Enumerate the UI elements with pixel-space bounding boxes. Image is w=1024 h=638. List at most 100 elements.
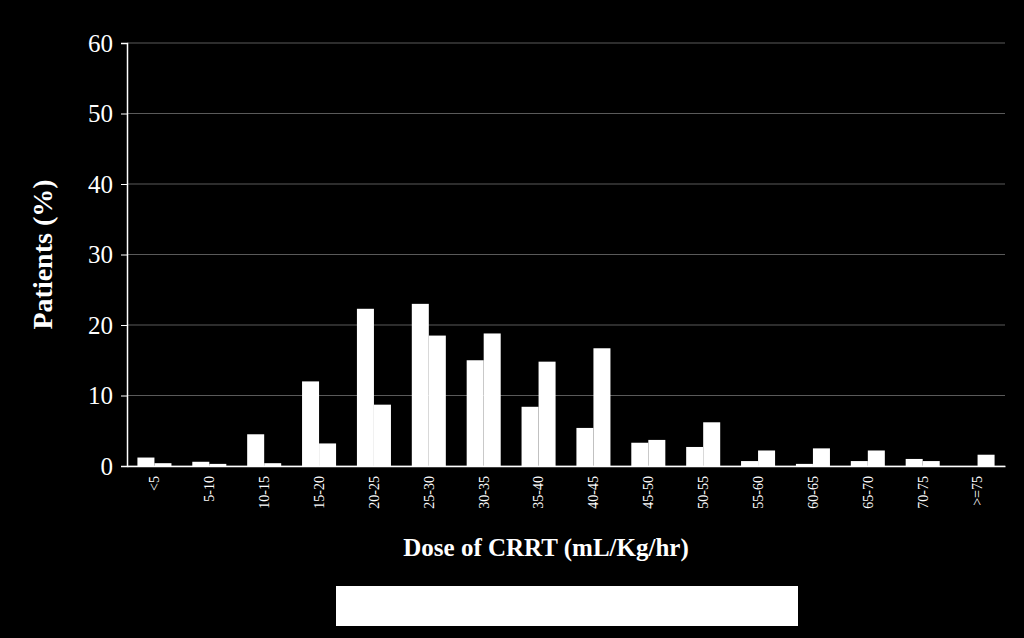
tick-label: 35-40 bbox=[531, 476, 546, 509]
tick-mark bbox=[121, 114, 127, 115]
tick-mark bbox=[121, 325, 127, 326]
y-axis: 0 10 20 30 40 50 60 bbox=[88, 30, 128, 480]
bar bbox=[758, 450, 775, 466]
tick: 55-60 bbox=[751, 466, 766, 509]
bar bbox=[429, 336, 446, 466]
bar bbox=[593, 348, 610, 466]
tick-mark bbox=[121, 184, 127, 185]
bar bbox=[209, 464, 226, 466]
tick: 70-75 bbox=[916, 466, 931, 509]
tick-mark bbox=[121, 396, 127, 397]
tick: 35-40 bbox=[531, 466, 546, 509]
tick: >=75 bbox=[970, 466, 985, 506]
bar bbox=[703, 422, 720, 466]
series bbox=[137, 304, 922, 466]
tick-label: 5-10 bbox=[202, 476, 217, 502]
bar bbox=[192, 462, 209, 466]
y-axis-title: Patients (%) bbox=[27, 179, 58, 329]
grid-line bbox=[127, 184, 1005, 185]
bar bbox=[302, 381, 319, 466]
tick: 10 bbox=[88, 382, 127, 409]
bar bbox=[484, 333, 501, 466]
bar bbox=[539, 362, 556, 466]
bar bbox=[137, 458, 154, 466]
axis-line bbox=[128, 466, 1006, 468]
tick: 30-35 bbox=[477, 466, 492, 509]
x-axis-title: Dose of CRRT (mL/Kg/hr) bbox=[403, 534, 688, 562]
bar bbox=[796, 464, 813, 466]
bar bbox=[813, 448, 830, 466]
grid bbox=[127, 43, 1005, 466]
tick: 50 bbox=[88, 100, 127, 127]
tick: 60 bbox=[88, 30, 127, 57]
bars bbox=[137, 304, 994, 466]
bar bbox=[357, 309, 374, 466]
bar bbox=[247, 434, 264, 466]
bar bbox=[851, 461, 868, 466]
bar bbox=[686, 447, 703, 466]
tick-label: 40 bbox=[88, 171, 113, 198]
tick-label: 60-65 bbox=[806, 476, 821, 509]
tick: 10-15 bbox=[257, 466, 272, 509]
bar bbox=[264, 463, 281, 466]
bar bbox=[923, 461, 940, 466]
bar bbox=[631, 443, 648, 466]
bar bbox=[978, 455, 995, 466]
bar bbox=[319, 443, 336, 466]
bar bbox=[741, 461, 758, 466]
tick: 15-20 bbox=[312, 466, 327, 509]
axis-line bbox=[121, 44, 128, 467]
tick: 25-30 bbox=[422, 466, 437, 509]
tick-label: 0 bbox=[101, 453, 114, 480]
tick-label: 30 bbox=[88, 241, 113, 268]
grid-line bbox=[127, 113, 1005, 114]
tick: 20-25 bbox=[367, 466, 382, 509]
grid-line bbox=[127, 395, 1005, 396]
tick-label: >=75 bbox=[970, 476, 985, 506]
bar bbox=[522, 407, 539, 466]
bar bbox=[467, 360, 484, 466]
tick-label: 30-35 bbox=[477, 476, 492, 509]
tick-mark bbox=[121, 255, 127, 256]
bar bbox=[906, 459, 923, 466]
tick-label: 20 bbox=[88, 312, 113, 339]
tick: 60-65 bbox=[806, 466, 821, 509]
bar bbox=[412, 304, 429, 466]
tick-label: 55-60 bbox=[751, 476, 766, 509]
bar bbox=[576, 428, 593, 466]
tick-label: 50-55 bbox=[696, 476, 711, 509]
tick-label: 70-75 bbox=[916, 476, 931, 509]
tick: 45-50 bbox=[641, 466, 656, 509]
tick-label: 65-70 bbox=[861, 476, 876, 509]
tick-label: 45-50 bbox=[641, 476, 656, 509]
grid-line bbox=[127, 254, 1005, 255]
tick: 0 bbox=[101, 453, 128, 480]
tick-label: 10 bbox=[88, 382, 113, 409]
tick-label: 15-20 bbox=[312, 476, 327, 509]
tick: 5-10 bbox=[202, 466, 217, 502]
grid-line bbox=[127, 43, 1005, 44]
series bbox=[154, 333, 994, 466]
tick-label: 20-25 bbox=[367, 476, 382, 509]
tick: 30 bbox=[88, 241, 127, 268]
tick-label: 60 bbox=[88, 30, 113, 57]
tick-label: <5 bbox=[147, 476, 162, 491]
tick-mark bbox=[121, 43, 127, 44]
plot: 0 10 20 30 40 50 60 <5 5-10 10-15 15-20 20-25 25-30 3… bbox=[88, 30, 1006, 509]
tick: 40 bbox=[88, 171, 127, 198]
bar bbox=[868, 450, 885, 466]
chart: 0 10 20 30 40 50 60 <5 5-10 10-15 15-20 20-25 25-30 3… bbox=[0, 0, 1024, 638]
tick-label: 10-15 bbox=[257, 476, 272, 509]
tick: 20 bbox=[88, 312, 127, 339]
decor-box bbox=[336, 586, 798, 626]
x-axis: <5 5-10 10-15 15-20 20-25 25-30 30-35 35-40 40-4… bbox=[128, 466, 1006, 509]
tick-label: 40-45 bbox=[586, 476, 601, 509]
tick-label: 25-30 bbox=[422, 476, 437, 509]
bar bbox=[648, 440, 665, 466]
tick: 50-55 bbox=[696, 466, 711, 509]
tick: <5 bbox=[147, 466, 162, 491]
bar bbox=[374, 405, 391, 466]
tick-mark bbox=[121, 466, 127, 467]
bar bbox=[154, 463, 171, 466]
grid-line bbox=[127, 325, 1005, 326]
